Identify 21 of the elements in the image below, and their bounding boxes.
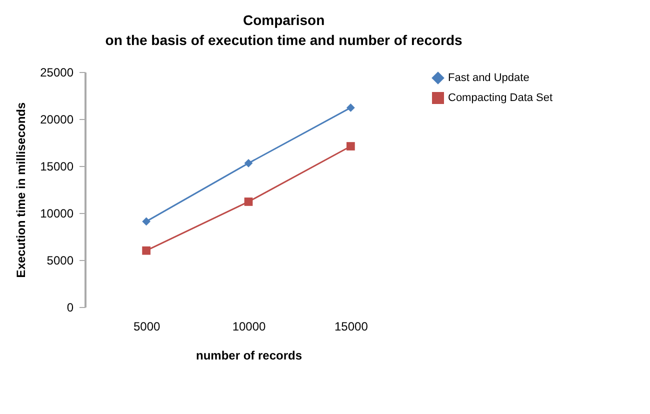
- y-tick-label: 15000: [40, 160, 74, 174]
- legend-label: Compacting Data Set: [448, 92, 553, 104]
- x-tick-label: 10000: [232, 320, 266, 334]
- y-tick-label: 25000: [40, 66, 74, 80]
- point: [142, 217, 150, 226]
- point: [244, 158, 253, 168]
- point: [346, 142, 355, 150]
- x-tick-label: 5000: [133, 320, 160, 334]
- y-tick-label: 20000: [40, 112, 74, 126]
- point: [244, 198, 253, 206]
- chart-title: Comparison: [242, 12, 325, 28]
- legend-label: Fast and Update: [448, 72, 530, 84]
- chart-subtitle: on the basis of execution time and number of records: [105, 32, 463, 48]
- y-tick-label: 0: [66, 300, 74, 314]
- y-tick-label: 10000: [40, 206, 74, 220]
- point: [346, 104, 355, 112]
- y-tick-label: 5000: [46, 254, 74, 268]
- point: [142, 246, 150, 255]
- x-tick-label: 15000: [334, 320, 368, 334]
- y-axis-title: Execution time in milliseconds: [14, 102, 28, 278]
- x-axis-title: number of records: [196, 348, 302, 362]
